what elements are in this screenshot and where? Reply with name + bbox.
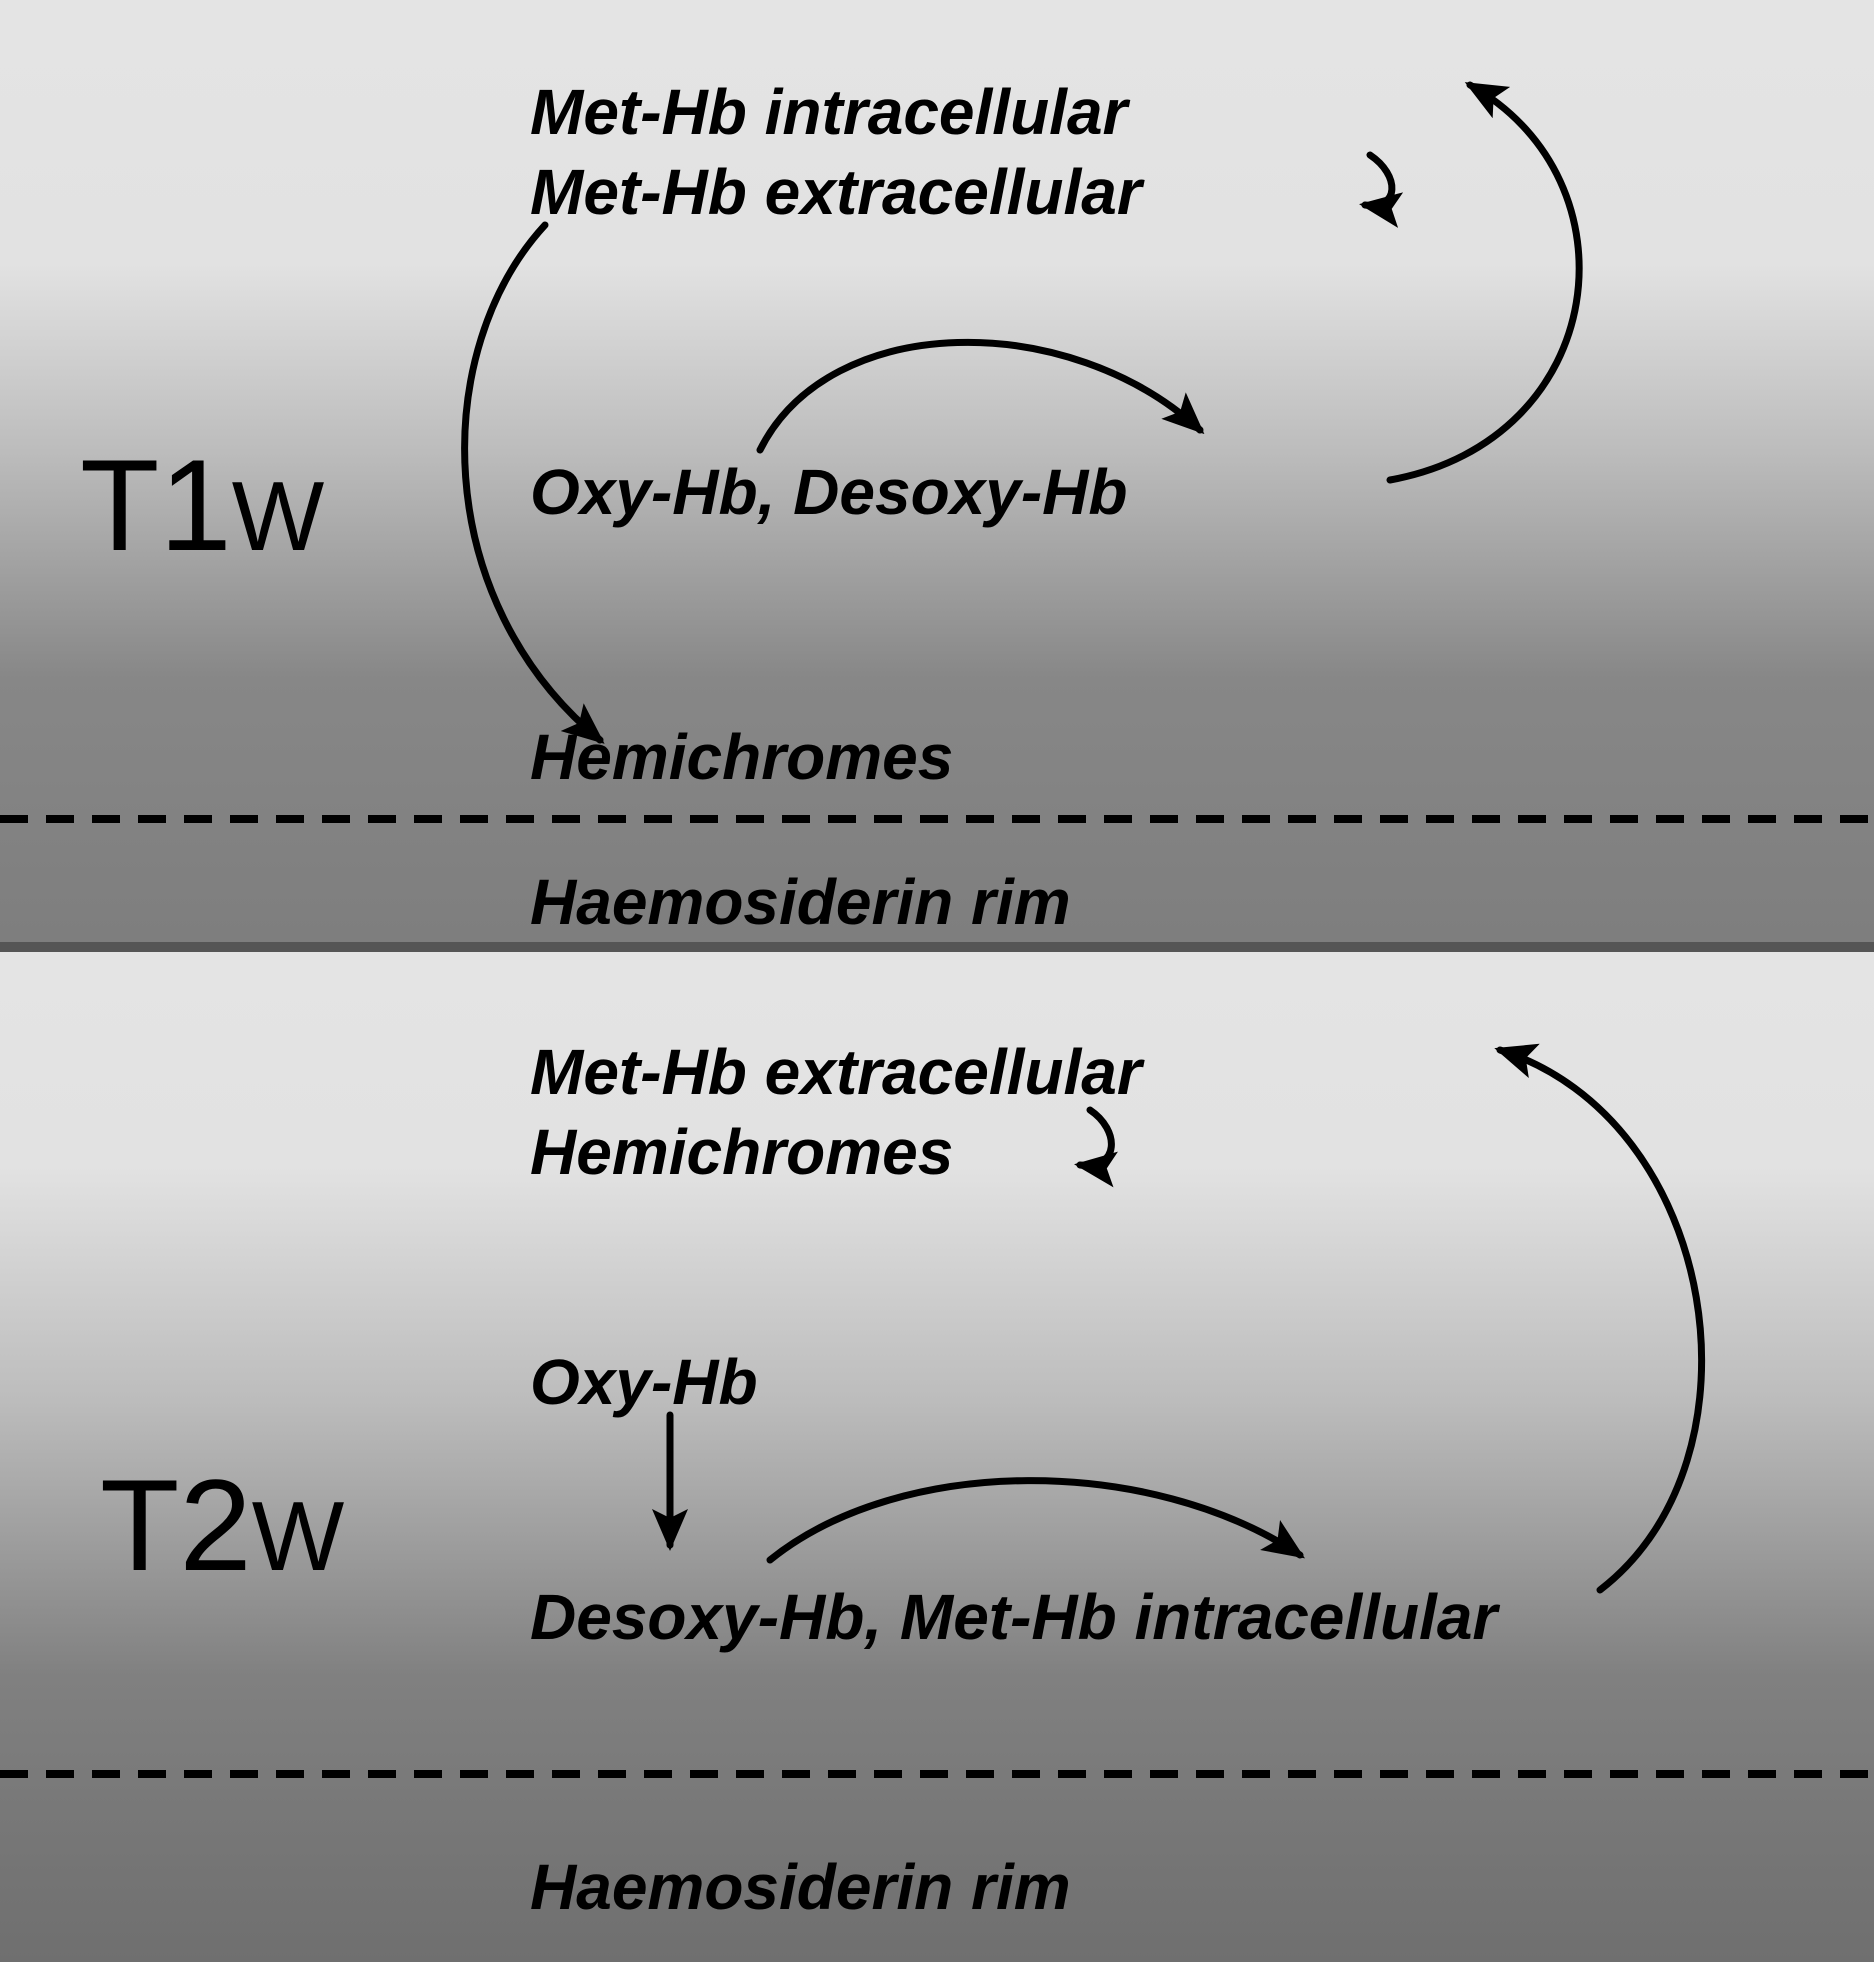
t2-met-extra: Met-Hb extracellular bbox=[530, 1035, 1142, 1109]
panel-header-small: W bbox=[232, 461, 325, 571]
panel-header-t2: T2W bbox=[100, 1450, 344, 1600]
panel-header-t1: T1W bbox=[80, 430, 324, 580]
t1-met-extra: Met-Hb extracellular bbox=[530, 155, 1142, 229]
t2-hemichrome: Hemichromes bbox=[530, 1115, 953, 1189]
diagram-canvas: T1WMet-Hb intracellularMet-Hb extracellu… bbox=[0, 0, 1874, 1962]
t1-met-intra: Met-Hb intracellular bbox=[530, 75, 1127, 149]
t2-haemo-rim: Haemosiderin rim bbox=[530, 1850, 1071, 1924]
t2-des-met: Desoxy-Hb, Met-Hb intracellular bbox=[530, 1580, 1497, 1654]
panel-separator bbox=[0, 942, 1874, 952]
t1-hemichrome: Hemichromes bbox=[530, 720, 953, 794]
panel-header-small: W bbox=[252, 1481, 345, 1591]
panel-header-big: T1 bbox=[80, 432, 232, 578]
divider-t1 bbox=[0, 815, 1874, 823]
t1-haemo-rim: Haemosiderin rim bbox=[530, 865, 1071, 939]
t2-oxy: Oxy-Hb bbox=[530, 1345, 758, 1419]
divider-t2 bbox=[0, 1770, 1874, 1778]
t1-oxy-desoxy: Oxy-Hb, Desoxy-Hb bbox=[530, 455, 1127, 529]
panel-header-big: T2 bbox=[100, 1452, 252, 1598]
